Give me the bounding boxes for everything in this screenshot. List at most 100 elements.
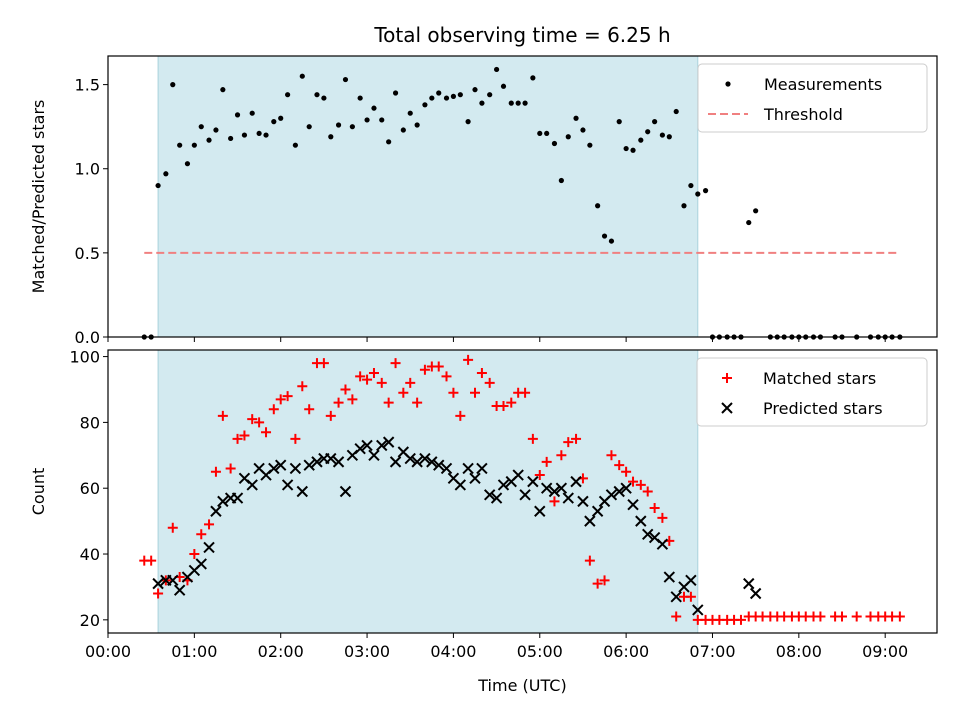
matched-star-point — [837, 611, 848, 622]
measurement-point — [472, 87, 478, 93]
x-tick-label: 03:00 — [344, 642, 390, 661]
matched-star-point — [635, 479, 646, 490]
matched-star-point — [592, 578, 603, 589]
measurement-point — [271, 119, 277, 125]
measurement-point — [652, 119, 658, 125]
measurement-point — [263, 132, 269, 138]
measurement-point — [530, 75, 536, 81]
measurement-point — [371, 105, 377, 111]
predicted-star-point — [217, 495, 229, 508]
observing-window-region — [158, 350, 698, 633]
measurement-point — [234, 112, 241, 118]
measurement-point — [493, 66, 500, 73]
x-tick-label: 00:00 — [85, 642, 131, 661]
measurement-point — [256, 130, 262, 137]
predicted-star-point — [749, 587, 762, 600]
predicted-star-point — [483, 489, 496, 501]
measurement-point — [292, 142, 298, 148]
predicted-star-point — [642, 528, 654, 540]
measurement-point — [638, 137, 644, 143]
measurement-point — [587, 142, 593, 148]
legend-predicted-swatch — [721, 402, 733, 414]
measurement-point — [601, 233, 608, 239]
matched-star-point — [254, 417, 265, 428]
measurement-point — [573, 115, 579, 121]
predicted-star-point — [555, 482, 568, 494]
predicted-star-point — [519, 489, 531, 501]
matched-star-point — [628, 476, 639, 487]
measurement-point — [558, 177, 564, 184]
matched-star-point — [484, 377, 495, 388]
predicted-star-point — [584, 515, 596, 527]
measurement-point — [407, 110, 413, 116]
predicted-star-point — [411, 456, 423, 468]
matched-star-point — [196, 529, 207, 540]
matched-star-point — [534, 470, 545, 481]
x-tick-label: 07:00 — [689, 642, 735, 661]
matched-star-point — [520, 387, 531, 398]
matched-star-point — [398, 387, 409, 398]
measurement-point — [357, 95, 363, 101]
predicted-star-point — [167, 574, 179, 587]
measurement-point — [241, 132, 248, 138]
matched-star-point — [649, 502, 660, 513]
x-axis-label: Time (UTC) — [477, 676, 566, 695]
predicted-star-point — [361, 439, 373, 452]
matched-star-point — [376, 377, 387, 388]
matched-star-point — [541, 456, 552, 467]
predicted-star-point — [195, 558, 207, 570]
measurement-point — [249, 110, 255, 116]
predicted-star-point — [476, 462, 488, 475]
measurement-point — [666, 134, 672, 140]
measurement-point — [335, 122, 342, 128]
predicted-star-point — [210, 505, 222, 517]
measurement-point — [630, 147, 636, 153]
measurement-point — [659, 132, 665, 138]
predicted-star-point — [203, 541, 215, 554]
predicted-star-point — [419, 452, 431, 465]
predicted-star-point — [303, 459, 315, 471]
matched-star-point — [685, 591, 696, 602]
measurement-point — [465, 119, 471, 125]
measurement-point — [551, 140, 558, 147]
measurement-point — [623, 145, 629, 152]
y-tick-label: 40 — [80, 545, 100, 564]
x-tick-label: 04:00 — [430, 642, 476, 661]
measurement-point — [608, 238, 615, 244]
measurement-point — [673, 108, 679, 115]
matched-star-point — [247, 414, 258, 425]
matched-star-point — [419, 364, 430, 375]
matched-star-point — [549, 496, 560, 507]
matched-star-point — [239, 430, 250, 441]
matched-star-point — [606, 450, 617, 461]
legend-label: Matched stars — [763, 369, 876, 388]
predicted-star-point — [490, 492, 503, 504]
predicted-star-point — [670, 591, 682, 603]
measurement-point — [191, 142, 197, 148]
matched-star-point — [448, 387, 459, 398]
matched-star-point — [506, 397, 517, 408]
matched-star-point — [621, 466, 632, 477]
x-tick-label: 05:00 — [517, 642, 563, 661]
x-tick-label: 02:00 — [258, 642, 304, 661]
predicted-star-point — [289, 462, 302, 475]
measurement-point — [163, 171, 169, 177]
matched-star-point — [275, 394, 286, 405]
matched-star-point — [232, 433, 243, 444]
matched-star-point — [325, 410, 336, 421]
predicted-star-point — [332, 456, 345, 468]
predicted-star-point — [627, 498, 639, 511]
predicted-star-point — [497, 479, 510, 491]
y-axis-label: Matched/Predicted stars — [29, 100, 48, 294]
predicted-star-point — [354, 443, 366, 455]
matched-star-point — [563, 437, 574, 448]
predicted-star-point — [376, 439, 388, 452]
y-tick-label: 1.5 — [75, 76, 100, 95]
predicted-star-point — [527, 475, 539, 488]
measurement-point — [508, 100, 514, 106]
measurement-point — [515, 100, 521, 106]
measurement-point — [537, 130, 543, 137]
x-tick-label: 09:00 — [862, 642, 908, 661]
matched-star-point — [642, 486, 653, 497]
